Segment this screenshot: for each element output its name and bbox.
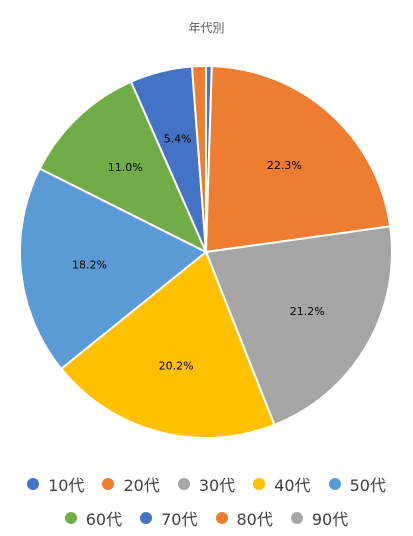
legend-item-1: 10代: [27, 472, 84, 496]
legend-swatch: [102, 478, 115, 490]
legend-swatch: [140, 512, 153, 524]
legend-label: 40代: [274, 476, 311, 495]
pie-slice-8: [190, 65, 207, 253]
legend-item-6: 60代: [64, 506, 123, 530]
data-label-7: 5.4%: [164, 132, 192, 145]
legend-label: 20代: [123, 476, 160, 495]
legend-item-9: 90代: [290, 506, 349, 530]
legend-label: 50代: [349, 476, 386, 495]
pie-chart: 22.3% 21.2% 20.2% 18.2% 11.0% 5.4%: [19, 65, 393, 439]
legend-swatch: [253, 478, 266, 490]
legend-item-3: 30代: [177, 472, 236, 496]
data-label-4: 20.2%: [159, 359, 194, 372]
pie-slice-5: [19, 167, 207, 370]
legend-row-1: 10代 20代 30代 40代 50代: [0, 467, 413, 501]
data-label-5: 18.2%: [72, 258, 107, 271]
legend-item-4: 40代: [253, 472, 311, 496]
data-label-2: 22.3%: [267, 159, 302, 172]
legend-label: 10代: [48, 476, 85, 495]
legend-row-2: 60代 70代 80代 90代: [0, 501, 413, 535]
pie-slice-3: [205, 225, 393, 426]
pie-slice-2: [205, 65, 392, 253]
chart-title: 年代別: [188, 21, 225, 35]
legend: 10代 20代 30代 40代 50代 60代 70代 80代 90代: [0, 467, 413, 535]
legend-swatch: [27, 478, 40, 490]
legend-item-7: 70代: [140, 506, 198, 530]
pie-slice-6: [38, 80, 207, 253]
legend-swatch: [64, 512, 77, 524]
legend-label: 70代: [161, 510, 198, 529]
legend-swatch: [177, 478, 190, 490]
legend-item-2: 20代: [102, 472, 160, 496]
data-label-3: 21.2%: [290, 305, 325, 318]
pie-slice-4: [60, 251, 276, 439]
legend-swatch: [290, 512, 303, 524]
legend-item-8: 80代: [215, 506, 273, 530]
legend-swatch: [215, 512, 228, 524]
legend-swatch: [328, 478, 341, 490]
legend-label: 80代: [236, 510, 273, 529]
legend-label: 90代: [311, 510, 349, 529]
legend-item-5: 50代: [328, 472, 386, 496]
data-label-6: 11.0%: [108, 161, 143, 174]
legend-label: 30代: [198, 476, 236, 495]
legend-label: 60代: [85, 510, 123, 529]
